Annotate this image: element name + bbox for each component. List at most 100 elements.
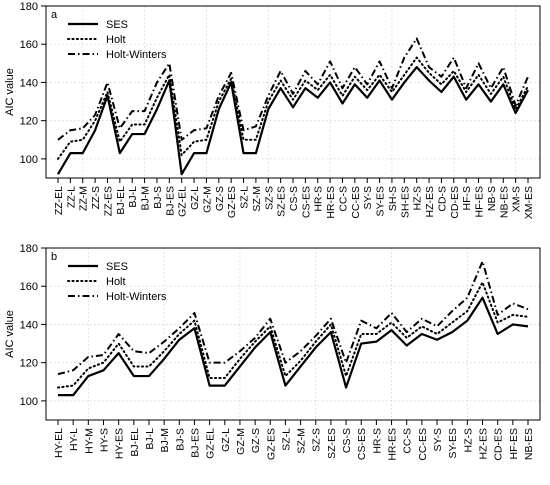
x-tick-label: SH-ES bbox=[399, 186, 411, 218]
x-tick-label: BJ-ES bbox=[189, 428, 201, 458]
x-tick-label: HY-L bbox=[68, 428, 80, 451]
x-tick-label: HY-M bbox=[83, 428, 95, 454]
x-tick-label: HZ-S bbox=[412, 186, 424, 211]
series-line-holt bbox=[57, 56, 529, 160]
y-tick-label: 120 bbox=[20, 116, 38, 128]
x-tick-label: NB-ES bbox=[523, 428, 535, 460]
x-tick-label: BJ-S bbox=[152, 186, 164, 209]
y-axis-label: AIC value bbox=[4, 310, 16, 358]
x-tick-label: SZ-S bbox=[311, 428, 323, 452]
x-tick-label: CS-S bbox=[288, 186, 300, 211]
x-tick-label: CC-ES bbox=[417, 428, 429, 461]
panel-label: a bbox=[51, 9, 58, 21]
x-tick-label: SZ-M bbox=[251, 186, 263, 212]
x-tick-label: CD-S bbox=[436, 186, 448, 212]
x-tick-label: GZ-S bbox=[250, 428, 262, 453]
x-tick-label: GZ-L bbox=[220, 428, 232, 452]
x-tick-label: HZ-ES bbox=[478, 428, 490, 460]
plot-frame bbox=[45, 247, 541, 421]
x-tick-label: BJ-EL bbox=[115, 186, 127, 215]
y-tick-label: 140 bbox=[20, 77, 38, 89]
x-tick-label: CC-S bbox=[337, 186, 349, 212]
x-tick-label: BJ-L bbox=[127, 186, 139, 208]
y-tick-label: 160 bbox=[20, 281, 38, 293]
y-tick-label: 160 bbox=[20, 39, 38, 51]
x-tick-label: GZ-ES bbox=[226, 186, 238, 218]
x-tick-label: BJ-M bbox=[140, 186, 152, 211]
x-tick-label: CC-ES bbox=[350, 186, 362, 219]
y-tick-label: 100 bbox=[20, 154, 38, 166]
x-tick-label: BJ-S bbox=[174, 428, 186, 451]
x-tick-label: HY-ES bbox=[114, 428, 126, 459]
x-tick-label: CS-S bbox=[341, 428, 353, 453]
x-tick-label: HR-S bbox=[313, 186, 325, 212]
y-axis-label: AIC value bbox=[4, 68, 16, 116]
y-tick-label: 120 bbox=[20, 358, 38, 370]
x-tick-label: SY-S bbox=[362, 186, 374, 210]
x-tick-label: SZ-M bbox=[296, 428, 308, 454]
x-tick-label: SZ-ES bbox=[326, 428, 338, 459]
x-tick-label: SZ-L bbox=[280, 428, 292, 451]
y-tick-label: 100 bbox=[20, 396, 38, 408]
panel-label: b bbox=[51, 251, 57, 263]
series-line-ses bbox=[58, 296, 529, 397]
x-tick-label: GZ-ES bbox=[265, 428, 277, 460]
legend-entry: Holt-Winters bbox=[106, 291, 167, 303]
series-line-holt-winters bbox=[57, 37, 529, 141]
x-tick-label: HR-ES bbox=[387, 428, 399, 461]
x-tick-label: XM-S bbox=[511, 186, 523, 212]
x-tick-label: GZ-M bbox=[235, 428, 247, 455]
x-tick-label: SZ-ES bbox=[276, 186, 288, 217]
legend-entry: SES bbox=[106, 261, 128, 273]
y-tick-label: 140 bbox=[20, 319, 38, 331]
legend-entry: SES bbox=[106, 19, 128, 31]
x-tick-label: GZ-M bbox=[201, 186, 213, 213]
x-tick-label: ZZ-ES bbox=[102, 186, 114, 216]
legend-entry: Holt bbox=[106, 276, 126, 288]
x-tick-label: ZZ-S bbox=[90, 186, 102, 209]
x-tick-label: HF-ES bbox=[474, 186, 486, 218]
x-tick-label: CS-ES bbox=[356, 428, 368, 460]
x-tick-label: SY-ES bbox=[447, 428, 459, 459]
x-tick-label: CS-ES bbox=[300, 186, 312, 218]
x-tick-label: XM-ES bbox=[523, 186, 535, 219]
x-tick-label: HF-ES bbox=[508, 428, 520, 460]
x-tick-label: CD-ES bbox=[449, 186, 461, 219]
x-tick-label: HR-ES bbox=[325, 186, 337, 219]
legend-entry: Holt bbox=[106, 34, 126, 46]
x-tick-label: GZ-EL bbox=[205, 428, 217, 459]
x-tick-label: HY-S bbox=[98, 428, 110, 452]
x-tick-label: GZ-S bbox=[214, 186, 226, 211]
y-tick-label: 180 bbox=[20, 243, 38, 255]
x-tick-label: ZZ-L bbox=[65, 186, 77, 208]
x-tick-label: HR-S bbox=[371, 428, 383, 454]
x-tick-label: HZ-S bbox=[462, 428, 474, 453]
x-tick-label: HZ-ES bbox=[424, 186, 436, 218]
x-tick-label: BJ-M bbox=[159, 428, 171, 453]
x-tick-label: SY-S bbox=[432, 428, 444, 452]
x-tick-label: HY-EL bbox=[53, 428, 65, 458]
x-tick-label: HF-S bbox=[461, 186, 473, 211]
x-tick-label: BJ-ES bbox=[164, 186, 176, 216]
x-tick-label: SH-S bbox=[387, 186, 399, 211]
x-tick-label: NB-ES bbox=[498, 186, 510, 218]
x-tick-label: BJ-L bbox=[144, 428, 156, 450]
y-tick-label: 180 bbox=[20, 1, 38, 13]
x-tick-label: NB-S bbox=[486, 186, 498, 211]
series-line-holt bbox=[57, 281, 529, 389]
x-tick-label: GZ-EL bbox=[177, 186, 189, 217]
series-line-ses bbox=[57, 66, 529, 176]
x-tick-label: GZ-L bbox=[189, 186, 201, 210]
x-tick-label: SZ-S bbox=[263, 186, 275, 210]
x-tick-label: BJ-EL bbox=[129, 428, 141, 457]
x-tick-label: SZ-L bbox=[239, 186, 251, 209]
legend-entry: Holt-Winters bbox=[106, 49, 167, 61]
x-tick-label: CD-ES bbox=[493, 428, 505, 461]
x-tick-label: SY-ES bbox=[375, 186, 387, 217]
x-tick-label: ZZ-M bbox=[78, 186, 90, 211]
series-line-holt-winters bbox=[57, 260, 529, 376]
x-tick-label: ZZ-EL bbox=[53, 186, 65, 215]
